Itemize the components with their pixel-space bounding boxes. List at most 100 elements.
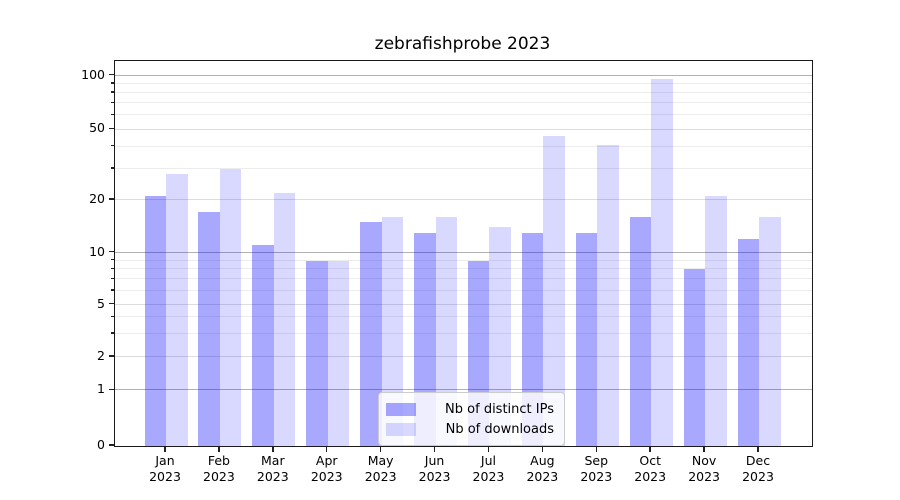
bar-distinct-ips-oct — [629, 216, 652, 446]
x-tick-label-feb: Feb 2023 — [203, 453, 235, 484]
y-minor-tick-mark-60 — [111, 113, 114, 116]
y-minor-tick-mark-3 — [111, 332, 114, 334]
x-tick-label-may: May 2023 — [364, 453, 397, 484]
bar-downloads-dec — [759, 216, 781, 446]
y-tick-label-2: 2 — [97, 347, 105, 363]
x-tick-mark-oct — [649, 446, 651, 452]
y-minor-tick-mark-40 — [111, 145, 114, 147]
y-gridline-100 — [115, 74, 812, 76]
y-tick-mark-5 — [109, 302, 114, 305]
y-minor-tick-mark-8 — [111, 267, 114, 270]
bar-downloads-aug — [543, 135, 565, 446]
bar-distinct-ips-feb — [198, 212, 220, 446]
y-gridline-70 — [115, 102, 812, 104]
bar-downloads-mar — [273, 192, 296, 446]
y-gridline-5 — [115, 303, 812, 305]
y-tick-mark-2 — [109, 355, 114, 357]
x-tick-mark-dec — [757, 446, 759, 452]
y-gridline-9 — [115, 259, 812, 261]
legend-swatch-distinct-ips-icon — [386, 402, 416, 416]
x-tick-mark-jan — [164, 446, 166, 452]
bar-downloads-apr — [327, 260, 350, 446]
y-minor-tick-mark-9 — [111, 258, 114, 261]
y-tick-label-5: 5 — [97, 295, 105, 311]
bar-downloads-oct — [651, 78, 673, 446]
y-gridline-2 — [115, 356, 812, 357]
bar-downloads-feb — [219, 168, 242, 446]
bar-downloads-sep — [597, 144, 619, 446]
y-gridline-40 — [115, 145, 812, 147]
x-tick-mark-mar — [272, 446, 274, 452]
x-tick-mark-jul — [487, 446, 490, 452]
y-gridline-60 — [115, 114, 812, 116]
x-tick-mark-apr — [326, 446, 328, 452]
y-tick-mark-1 — [109, 388, 114, 390]
plot-area: Nb of distinct IPs Nb of downloads — [114, 60, 813, 447]
y-tick-label-100: 100 — [81, 66, 105, 82]
y-tick-label-20: 20 — [89, 190, 105, 206]
x-tick-mark-jun — [433, 446, 436, 452]
y-gridline-8 — [115, 268, 812, 270]
x-tick-label-apr: Apr 2023 — [310, 453, 343, 484]
y-minor-tick-mark-30 — [111, 167, 114, 169]
x-tick-label-sep: Sep 2023 — [580, 453, 613, 484]
y-minor-tick-mark-80 — [111, 91, 114, 93]
y-minor-tick-mark-4 — [111, 315, 114, 318]
y-gridline-3 — [115, 332, 812, 334]
y-tick-label-50: 50 — [89, 120, 105, 136]
x-tick-mark-may — [379, 446, 382, 452]
bar-downloads-nov — [705, 196, 727, 446]
x-tick-mark-feb — [218, 446, 220, 452]
x-tick-label-nov: Nov 2023 — [688, 453, 720, 484]
y-tick-mark-0 — [109, 444, 114, 446]
x-tick-label-aug: Aug 2023 — [526, 453, 559, 484]
x-tick-mark-sep — [595, 446, 597, 452]
chart-title: zebrafishprobe 2023 — [374, 34, 551, 54]
y-gridline-20 — [115, 199, 812, 200]
x-tick-label-dec: Dec 2023 — [742, 453, 774, 484]
y-tick-mark-20 — [109, 198, 114, 200]
y-gridline-30 — [115, 167, 812, 169]
y-tick-label-0: 0 — [97, 437, 105, 452]
bar-distinct-ips-jan — [144, 196, 166, 446]
bar-distinct-ips-nov — [683, 269, 706, 446]
legend-label-distinct-ips: Nb of distinct IPs — [445, 401, 554, 417]
legend: Nb of distinct IPs Nb of downloads — [378, 392, 565, 446]
y-tick-mark-10 — [109, 250, 114, 253]
bar-downloads-may — [381, 216, 404, 446]
bar-downloads-jul — [489, 227, 511, 446]
y-gridline-7 — [115, 278, 812, 280]
y-gridline-6 — [115, 289, 812, 291]
x-tick-label-oct: Oct 2023 — [634, 453, 667, 484]
y-tick-mark-50 — [109, 127, 114, 130]
legend-label-downloads: Nb of downloads — [445, 421, 554, 437]
bar-distinct-ips-sep — [575, 232, 598, 446]
x-tick-mark-nov — [703, 446, 705, 452]
y-gridline-1 — [115, 389, 812, 391]
y-gridline-90 — [115, 82, 812, 84]
bar-distinct-ips-may — [360, 221, 382, 446]
y-gridline-4 — [115, 316, 812, 318]
y-minor-tick-mark-6 — [111, 289, 114, 291]
x-tick-mark-aug — [541, 446, 544, 452]
bar-downloads-jan — [166, 174, 188, 446]
legend-swatch-downloads-icon — [386, 422, 416, 436]
y-minor-tick-mark-90 — [111, 82, 114, 84]
y-tick-label-10: 10 — [89, 243, 105, 259]
y-tick-mark-100 — [109, 74, 114, 76]
y-gridline-10 — [115, 251, 812, 253]
x-tick-label-mar: Mar 2023 — [256, 453, 289, 484]
y-minor-tick-mark-70 — [111, 101, 114, 104]
legend-item-distinct-ips: Nb of distinct IPs — [386, 399, 554, 419]
x-tick-label-jul: Jul 2023 — [472, 453, 505, 484]
y-gridline-80 — [115, 92, 812, 94]
y-tick-label-1: 1 — [97, 381, 105, 397]
bar-downloads-jun — [435, 216, 458, 446]
bar-distinct-ips-apr — [306, 260, 328, 446]
x-tick-label-jun: Jun 2023 — [418, 453, 451, 484]
legend-item-downloads: Nb of downloads — [386, 419, 554, 439]
y-minor-tick-mark-7 — [111, 277, 114, 280]
x-tick-label-jan: Jan 2023 — [149, 453, 181, 484]
y-gridline-50 — [115, 128, 812, 130]
